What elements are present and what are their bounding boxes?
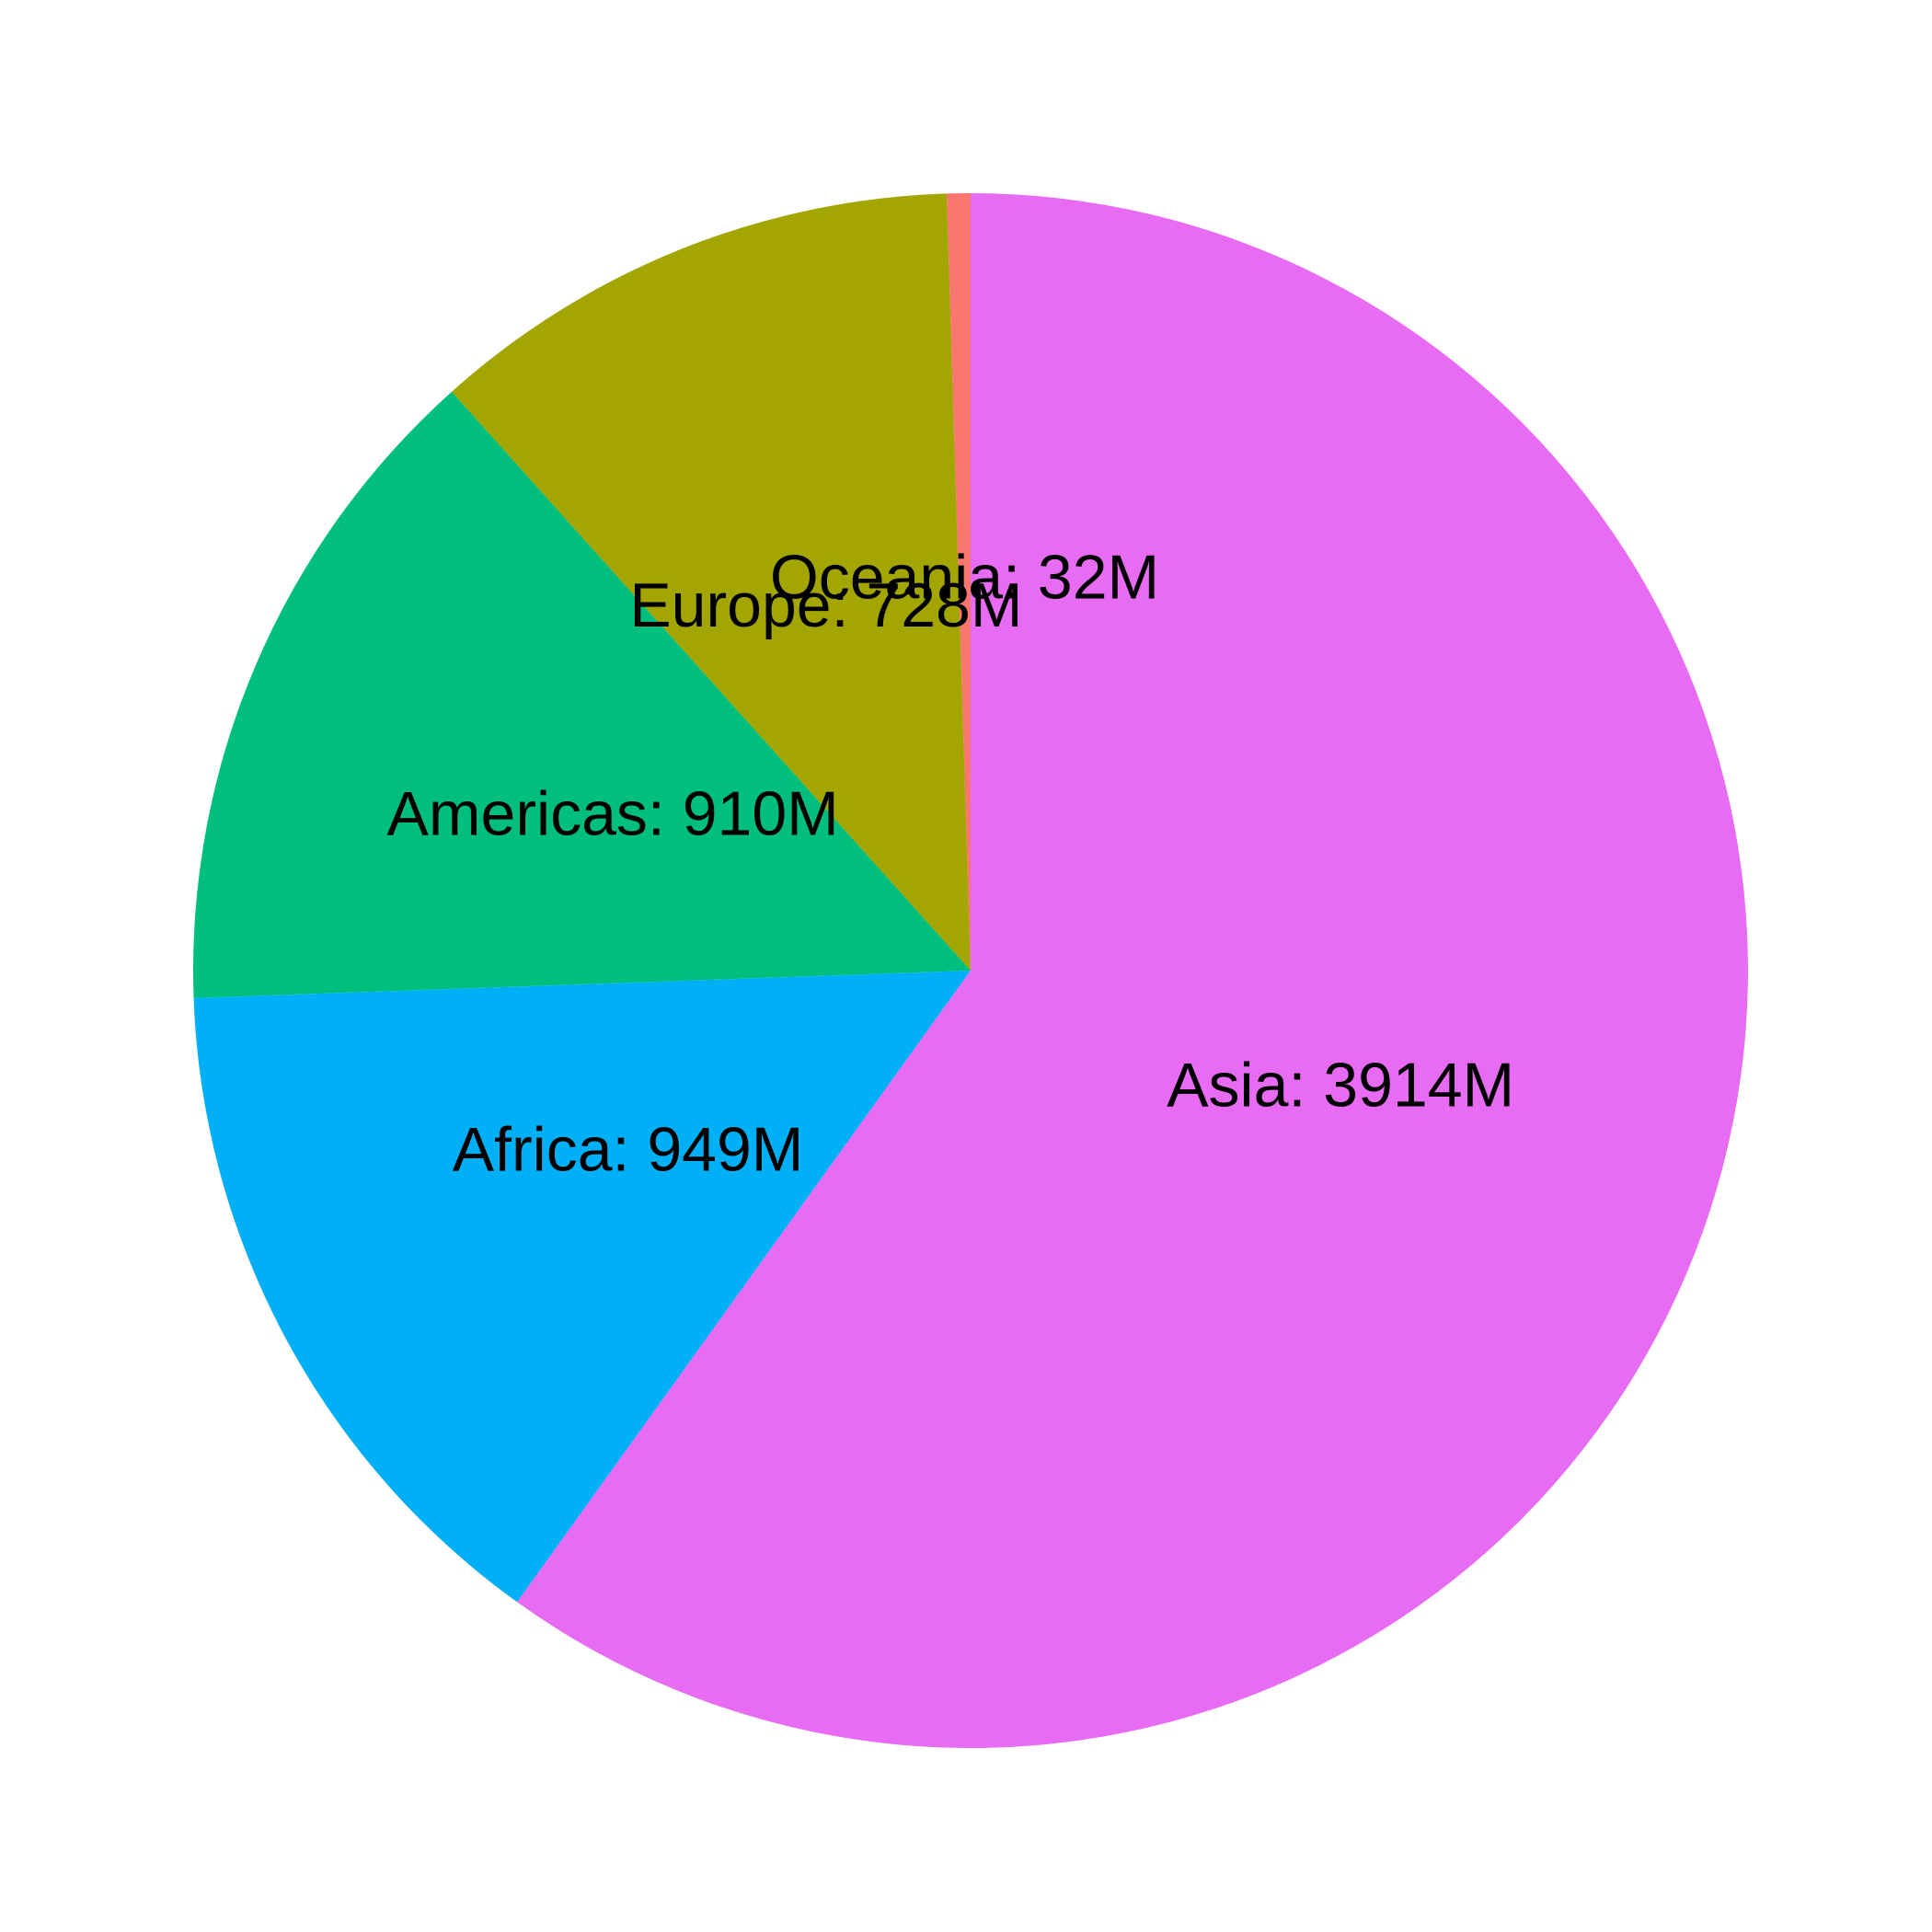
- pie-slice-europe: [451, 193, 971, 971]
- pie-slices: [193, 193, 1748, 1748]
- pie-slice-asia: [517, 193, 1748, 1748]
- pie-slice-americas: [193, 391, 971, 998]
- pie-slice-oceania: [947, 193, 971, 971]
- pie-slice-africa: [193, 971, 971, 1603]
- slice-label-africa: Africa: 949M: [453, 1114, 804, 1184]
- slice-label-asia: Asia: 3914M: [1167, 1050, 1514, 1120]
- slice-label-europe: Europe: 728M: [629, 570, 1022, 640]
- slice-label-oceania: Oceania: 32M: [770, 543, 1159, 613]
- slice-label-americas: Americas: 910M: [387, 779, 839, 849]
